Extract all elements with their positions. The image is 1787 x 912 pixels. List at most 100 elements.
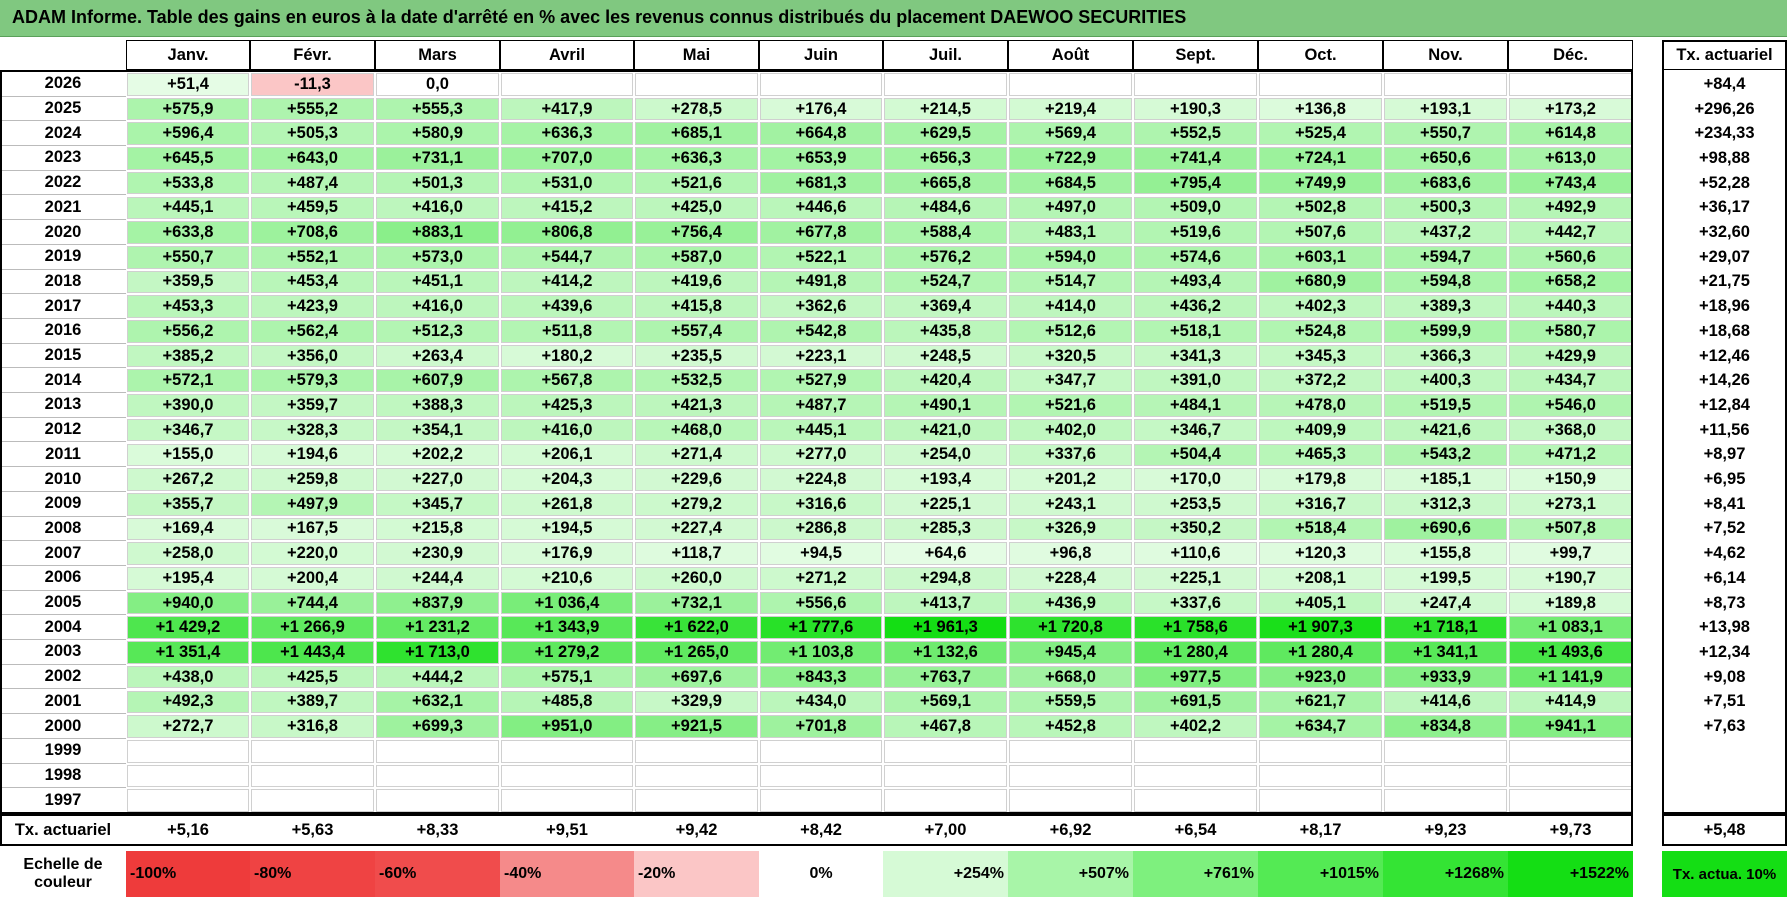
data-cell: +665,8 xyxy=(883,170,1008,196)
footer-value: +9,42 xyxy=(675,820,718,839)
data-cell: +359,7 xyxy=(250,393,375,418)
data-cell: +556,2 xyxy=(126,319,250,344)
data-cell: +634,7 xyxy=(1258,714,1383,739)
data-cell: +417,9 xyxy=(500,96,634,122)
data-cell: +1 713,0 xyxy=(375,640,500,665)
data-cell: +1 493,6 xyxy=(1508,640,1633,665)
data-cell: -11,3 xyxy=(250,72,375,97)
data-cell: +51,4 xyxy=(126,72,250,97)
data-cell: +425,3 xyxy=(500,393,634,418)
data-cell: +465,3 xyxy=(1258,442,1383,468)
tx-value: +36,17 xyxy=(1699,198,1750,217)
data-cell xyxy=(1508,763,1633,789)
data-cell xyxy=(1508,788,1633,813)
data-cell: +446,6 xyxy=(759,195,883,221)
data-cell: +225,1 xyxy=(883,491,1008,517)
data-cell: +372,2 xyxy=(1258,368,1383,394)
data-cell: +366,3 xyxy=(1383,343,1508,369)
data-cell: +64,6 xyxy=(883,541,1008,566)
data-cell xyxy=(126,763,250,789)
footer-value: +7,00 xyxy=(924,820,967,839)
data-cell: +653,9 xyxy=(759,146,883,171)
data-cell: +806,8 xyxy=(500,220,634,245)
data-cell xyxy=(1258,788,1383,813)
data-cell: +493,4 xyxy=(1133,269,1258,295)
data-cell: +369,4 xyxy=(883,294,1008,319)
data-cell xyxy=(759,763,883,789)
data-cell: +354,1 xyxy=(375,417,500,443)
data-cell: +1 718,1 xyxy=(1383,615,1508,641)
data-cell xyxy=(883,72,1008,97)
data-cell: +1 351,4 xyxy=(126,640,250,665)
data-cell xyxy=(1508,72,1633,97)
data-cell: +345,3 xyxy=(1258,343,1383,369)
data-cell: +1 622,0 xyxy=(634,615,759,641)
data-cell: +518,1 xyxy=(1133,319,1258,344)
data-cell: +580,9 xyxy=(375,121,500,147)
legend-swatch: -60% xyxy=(375,851,500,897)
data-cell: +555,2 xyxy=(250,96,375,122)
data-cell: +345,7 xyxy=(375,491,500,517)
data-cell: +795,4 xyxy=(1133,170,1258,196)
tx-value: +11,56 xyxy=(1699,420,1750,439)
data-cell: +527,9 xyxy=(759,368,883,394)
data-cell xyxy=(1133,788,1258,813)
year-label: 2000 xyxy=(0,714,126,739)
footer-value: +6,54 xyxy=(1174,820,1217,839)
data-cell: +350,2 xyxy=(1133,516,1258,542)
data-cell: +190,7 xyxy=(1508,566,1633,591)
data-cell: +453,4 xyxy=(250,269,375,295)
data-cell: +425,0 xyxy=(634,195,759,221)
data-cell: +567,8 xyxy=(500,368,634,394)
data-cell: +533,8 xyxy=(126,170,250,196)
legend-swatch: +507% xyxy=(1008,851,1133,897)
data-cell: +507,8 xyxy=(1508,516,1633,542)
data-cell: +543,2 xyxy=(1383,442,1508,468)
data-cell: +1 265,0 xyxy=(634,640,759,665)
data-cell: +195,4 xyxy=(126,566,250,591)
data-cell: +701,8 xyxy=(759,714,883,739)
data-cell: +356,0 xyxy=(250,343,375,369)
data-cell xyxy=(1258,738,1383,764)
data-cell: +346,7 xyxy=(126,417,250,443)
data-cell: +1 103,8 xyxy=(759,640,883,665)
data-cell: +260,0 xyxy=(634,566,759,591)
year-label: 2022 xyxy=(0,171,126,196)
data-cell: +271,4 xyxy=(634,442,759,468)
data-cell: +575,1 xyxy=(500,664,634,690)
data-cell: +684,5 xyxy=(1008,170,1133,196)
year-label: 2010 xyxy=(0,467,126,492)
data-cell: +316,6 xyxy=(759,491,883,517)
data-cell: +346,7 xyxy=(1133,417,1258,443)
tx-value: +12,34 xyxy=(1699,642,1750,661)
data-cell xyxy=(126,738,250,764)
data-cell xyxy=(126,788,250,813)
data-cell: +429,9 xyxy=(1508,343,1633,369)
data-cell: +756,4 xyxy=(634,220,759,245)
data-cell: +176,9 xyxy=(500,541,634,566)
data-cell: +214,5 xyxy=(883,96,1008,122)
data-cell: +202,2 xyxy=(375,442,500,468)
data-cell xyxy=(883,763,1008,789)
footer-label: Tx. actuariel xyxy=(14,820,112,839)
data-cell: +724,1 xyxy=(1258,146,1383,171)
data-cell: +683,6 xyxy=(1383,170,1508,196)
month-header: Oct. xyxy=(1258,40,1383,70)
tx-value: +52,28 xyxy=(1699,173,1750,192)
data-cell: +180,2 xyxy=(500,343,634,369)
tx-value: +84,4 xyxy=(1703,74,1746,93)
data-cell: +546,0 xyxy=(1508,393,1633,418)
data-cell: +685,1 xyxy=(634,121,759,147)
year-label: 1999 xyxy=(0,739,126,764)
data-cell: +434,0 xyxy=(759,689,883,715)
data-cell xyxy=(634,788,759,813)
data-cell: +388,3 xyxy=(375,393,500,418)
legend-tx-swatch: Tx. actua. 10% xyxy=(1662,851,1787,897)
data-cell: +1 961,3 xyxy=(883,615,1008,641)
data-cell: +294,8 xyxy=(883,566,1008,591)
data-cell: +193,4 xyxy=(883,467,1008,492)
month-header: Mai xyxy=(634,40,759,70)
data-cell: +99,7 xyxy=(1508,541,1633,566)
data-cell: +254,0 xyxy=(883,442,1008,468)
data-cell xyxy=(634,72,759,97)
